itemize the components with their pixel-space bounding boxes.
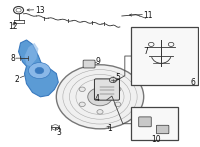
Text: 9: 9 bbox=[95, 57, 100, 66]
Text: 3: 3 bbox=[56, 128, 61, 137]
Text: 12: 12 bbox=[9, 22, 18, 31]
FancyBboxPatch shape bbox=[131, 27, 198, 85]
Circle shape bbox=[109, 77, 116, 83]
Circle shape bbox=[115, 87, 121, 92]
Circle shape bbox=[97, 110, 103, 114]
Polygon shape bbox=[25, 43, 38, 66]
Circle shape bbox=[35, 67, 44, 74]
FancyBboxPatch shape bbox=[83, 60, 95, 68]
Circle shape bbox=[79, 102, 85, 107]
Text: 6: 6 bbox=[190, 78, 195, 87]
FancyBboxPatch shape bbox=[94, 79, 119, 100]
Circle shape bbox=[97, 80, 103, 84]
Text: 4: 4 bbox=[95, 94, 100, 103]
Text: 7: 7 bbox=[144, 47, 149, 56]
FancyBboxPatch shape bbox=[131, 107, 178, 141]
Circle shape bbox=[88, 88, 112, 106]
Circle shape bbox=[56, 65, 144, 129]
Text: 2: 2 bbox=[15, 75, 19, 84]
Circle shape bbox=[115, 102, 121, 107]
Circle shape bbox=[29, 63, 50, 79]
Text: 1: 1 bbox=[107, 124, 112, 133]
Text: 10: 10 bbox=[152, 135, 161, 143]
Polygon shape bbox=[19, 40, 58, 97]
Circle shape bbox=[79, 87, 85, 92]
FancyBboxPatch shape bbox=[139, 117, 151, 127]
Text: 5: 5 bbox=[115, 73, 120, 82]
FancyBboxPatch shape bbox=[156, 125, 169, 134]
Text: 8: 8 bbox=[11, 54, 15, 64]
Text: 11: 11 bbox=[144, 11, 153, 20]
Text: 13: 13 bbox=[35, 6, 45, 15]
